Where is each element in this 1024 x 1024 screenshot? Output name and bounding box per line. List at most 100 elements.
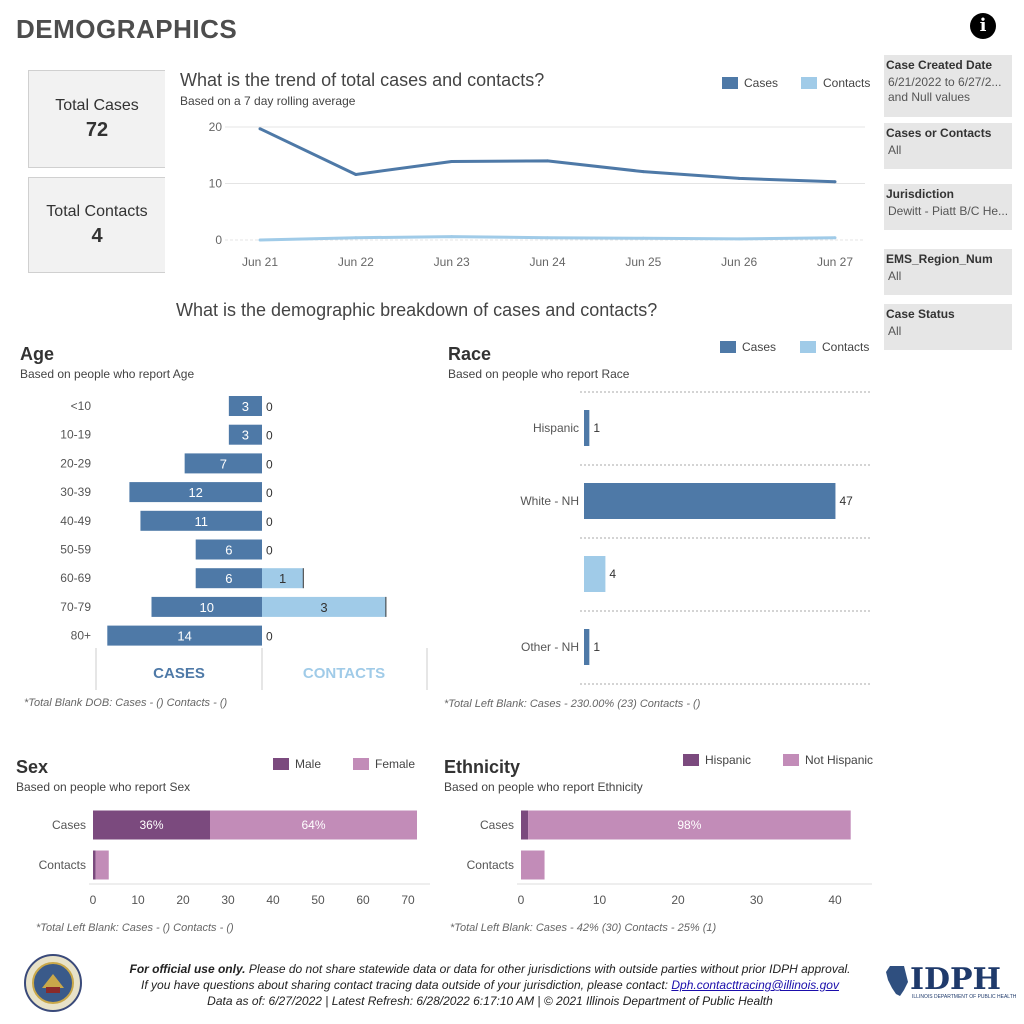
legend-swatch — [800, 341, 816, 353]
race-subtitle: Based on people who report Race — [448, 367, 630, 381]
x-tick-label: 40 — [266, 893, 280, 907]
age-cases-value: 14 — [177, 629, 191, 644]
age-note: *Total Blank DOB: Cases - () Contacts - … — [24, 697, 228, 709]
age-category-label: 70-79 — [60, 600, 91, 614]
trend-line-chart: 0 10 20 Jun 21 Jun 22 Jun 23 Jun 24 Jun 25 Jun 2… — [209, 120, 865, 269]
sex-bar-label: 36% — [139, 818, 163, 832]
y-tick-label: 10 — [209, 177, 223, 191]
x-tick-label: 40 — [828, 893, 842, 907]
y-tick-label: 20 — [209, 120, 223, 134]
filter-case-status[interactable]: Case Status All — [884, 304, 1012, 350]
age-cases-bar — [184, 453, 262, 474]
x-tick-label: Jun 22 — [338, 255, 374, 269]
filter-case-created-date[interactable]: Case Created Date 6/21/2022 to 6/27/2...… — [884, 55, 1012, 117]
kpi-value: 72 — [85, 119, 109, 141]
filter-title: EMS_Region_Num — [886, 252, 993, 266]
race-category-label: White - NH — [520, 494, 579, 508]
sex-subtitle: Based on people who report Sex — [16, 780, 191, 794]
info-circle-icon[interactable]: i — [970, 13, 996, 39]
race-legend-cases[interactable]: Cases — [720, 340, 776, 354]
age-cases-value: 6 — [225, 543, 232, 558]
ethnicity-bar-hispanic — [521, 810, 529, 840]
age-cases-bar — [151, 596, 262, 617]
page-title: DEMOGRAPHICS — [16, 14, 238, 44]
age-category-label: 60-69 — [60, 571, 91, 585]
filter-value: 6/21/2022 to 6/27/2... — [888, 75, 1002, 89]
x-tick-label: 0 — [90, 893, 97, 907]
age-cases-axis-label: CASES — [153, 665, 205, 682]
x-tick-label: 70 — [401, 893, 415, 907]
legend-label: Contacts — [822, 340, 870, 354]
sex-category-label: Contacts — [39, 858, 86, 872]
filter-title: Cases or Contacts — [886, 126, 992, 140]
series-line-cases — [259, 127, 836, 184]
race-value-label: 4 — [609, 567, 616, 581]
age-cases-value: 10 — [200, 600, 214, 615]
x-tick-label: 10 — [593, 893, 607, 907]
x-tick-label: 50 — [311, 893, 325, 907]
sex-bar-female — [95, 850, 109, 880]
trend-legend-contacts[interactable]: Contacts — [801, 76, 870, 90]
contact-email-link[interactable]: Dph.contacttracing@illinois.gov — [671, 978, 839, 992]
age-bar-chart: <10 3 010-19 3 020-29 7 030-39 12 040-49 11 050-59… — [60, 396, 428, 690]
sex-legend-female[interactable]: Female — [353, 757, 415, 771]
ethnicity-legend-hispanic[interactable]: Hispanic — [683, 753, 751, 767]
race-note: *Total Left Blank: Cases - 230.00% (23) … — [444, 698, 701, 710]
race-cases-bar — [584, 629, 590, 665]
age-contacts-value: 0 — [266, 429, 273, 443]
age-contacts-bar — [262, 596, 386, 617]
legend-label: Not Hispanic — [805, 753, 874, 767]
age-cases-value: 11 — [194, 514, 208, 529]
age-contacts-value: 0 — [266, 400, 273, 414]
x-tick-label: Jun 27 — [817, 255, 853, 269]
age-cases-bar — [195, 539, 262, 560]
race-legend-contacts[interactable]: Contacts — [800, 340, 869, 354]
trend-title: What is the trend of total cases and con… — [180, 70, 545, 90]
legend-swatch — [783, 754, 799, 766]
data-point — [737, 176, 741, 180]
legend-label: Male — [295, 757, 322, 771]
kpi-value: 4 — [91, 225, 103, 247]
race-value-label: 47 — [839, 494, 853, 508]
data-point — [258, 127, 262, 131]
filter-cases-or-contacts[interactable]: Cases or Contacts All — [884, 123, 1012, 169]
x-tick-label: Jun 24 — [529, 255, 565, 269]
x-tick-label: 10 — [131, 893, 145, 907]
footer-line3: Data as of: 6/27/2022 | Latest Refresh: … — [207, 994, 773, 1008]
race-category-label: Other - NH — [521, 640, 579, 654]
footer-line2: If you have questions about sharing cont… — [141, 978, 672, 992]
age-cases-bar — [129, 482, 262, 503]
data-point — [737, 237, 741, 241]
age-category-label: 30-39 — [60, 485, 91, 499]
ethnicity-title: Ethnicity — [444, 757, 521, 777]
ethnicity-category-label: Contacts — [467, 858, 514, 872]
age-contacts-value: 0 — [266, 544, 273, 558]
age-contacts-axis-label: CONTACTS — [303, 665, 385, 682]
footer-text: For official use only. Please do not sha… — [100, 962, 880, 1008]
idph-logo: IDPH ILLINOIS DEPARTMENT OF PUBLIC HEALT… — [884, 962, 1016, 1002]
sex-bar-male — [93, 810, 210, 840]
race-cases-bar — [584, 410, 590, 446]
x-tick-label: 0 — [518, 893, 525, 907]
x-tick-label: 60 — [356, 893, 370, 907]
age-cases-bar — [140, 510, 262, 531]
sex-legend-male[interactable]: Male — [273, 757, 321, 771]
illinois-state-seal-icon — [24, 954, 82, 1012]
filter-jurisdiction[interactable]: Jurisdiction Dewitt - Piatt B/C He... — [884, 184, 1012, 230]
breakdown-title: What is the demographic breakdown of cas… — [176, 300, 658, 320]
ethnicity-bar-not-hispanic — [528, 810, 851, 840]
ethnicity-legend-not-hispanic[interactable]: Not Hispanic — [783, 753, 873, 767]
age-title: Age — [20, 344, 55, 364]
x-tick-label: 30 — [750, 893, 764, 907]
filter-title: Case Status — [886, 307, 955, 321]
trend-legend-cases[interactable]: Cases — [722, 76, 778, 90]
data-point — [354, 172, 358, 176]
x-tick-label: 20 — [176, 893, 190, 907]
filter-value: Dewitt - Piatt B/C He... — [888, 204, 1009, 218]
footer-bold: For official use only. — [129, 962, 246, 976]
age-category-label: 10-19 — [60, 428, 91, 442]
ethnicity-note: *Total Left Blank: Cases - 42% (30) Cont… — [450, 922, 717, 934]
race-bar-chart: Hispanic 1 White - NH 47 4 Other - NH 1 — [520, 391, 872, 685]
sex-title: Sex — [16, 757, 49, 777]
filter-ems-region[interactable]: EMS_Region_Num All — [884, 249, 1012, 295]
